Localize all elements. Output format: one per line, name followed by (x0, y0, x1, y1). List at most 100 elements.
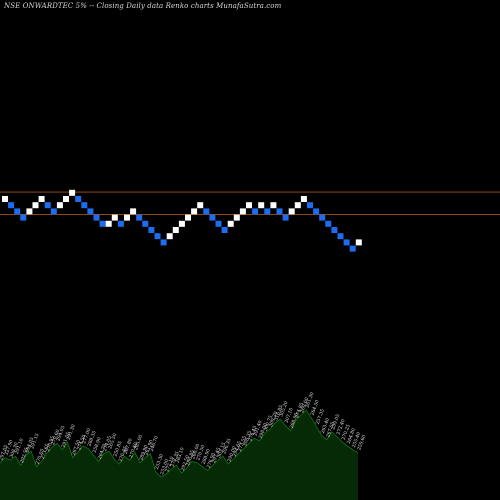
renko-brick-up (191, 208, 198, 215)
renko-brick-down (337, 233, 344, 240)
price-label: 246.70 (149, 435, 160, 452)
renko-brick-down (307, 202, 313, 209)
price-label: 294.05 (24, 436, 35, 453)
renko-brick-up (130, 208, 137, 215)
renko-brick-up (270, 202, 277, 209)
price-label: 308.30 (9, 442, 20, 459)
renko-brick-down (44, 202, 51, 209)
price-label: 298.00 (258, 422, 269, 439)
price-label: 283.10 (175, 447, 186, 464)
renko-brick-down (349, 245, 356, 252)
price-label: 268.00 (190, 443, 201, 460)
renko-brick-up (172, 227, 179, 233)
price-label: 261.30 (304, 391, 315, 408)
volume-area (0, 409, 359, 500)
renko-brick-up (239, 208, 246, 215)
renko-brick-up (258, 202, 265, 209)
price-labels: 297.05327.90308.30291.10292.55294.05291.… (0, 391, 367, 475)
renko-brick-up (111, 214, 118, 221)
price-label: 297.45 (211, 447, 222, 464)
price-label: 297.05 (0, 444, 9, 461)
renko-brick-up (227, 220, 234, 227)
price-label: 255.40 (351, 431, 362, 448)
price-label: 259.60 (356, 434, 367, 451)
price-label: 267.55 (325, 421, 336, 438)
price-label: 307.10 (284, 407, 295, 424)
renko-brick-down (331, 227, 338, 233)
price-label: 276.45 (118, 445, 129, 462)
price-label: 263.40 (320, 417, 331, 434)
renko-brick-down (50, 208, 57, 215)
renko-brick-up (197, 202, 204, 209)
price-label: 289.90 (138, 444, 149, 461)
renko-brick-up (178, 220, 185, 227)
price-label: 327.90 (3, 439, 14, 456)
price-label: 270.25 (341, 424, 352, 441)
renko-brick-up (124, 214, 130, 221)
price-label: 259.05 (330, 413, 341, 430)
renko-brick-down (264, 208, 271, 215)
price-label: 288.90 (201, 448, 212, 465)
volume-fill (0, 410, 358, 500)
price-label: 273.55 (237, 435, 248, 452)
renko-brick-down (325, 220, 332, 227)
renko-brick-down (148, 227, 155, 233)
renko-brick-down (203, 208, 210, 215)
renko-brick-up (69, 189, 76, 196)
price-label: 305.20 (278, 400, 289, 417)
renko-brick-down (20, 214, 27, 221)
price-label: 288.05 (289, 412, 300, 429)
renko-brick-down (117, 220, 124, 227)
price-label: 270.05 (35, 448, 46, 465)
renko-brick-down (160, 239, 167, 246)
price-label: 291.10 (14, 438, 25, 455)
renko-brick-down (282, 214, 289, 221)
renko-brick-up (2, 196, 8, 202)
price-label: 269.60 (299, 397, 310, 414)
price-label: 303.15 (216, 442, 227, 459)
renko-brick-down (81, 202, 88, 209)
price-label: 253.30 (154, 453, 165, 470)
price-label: 290.00 (227, 445, 238, 462)
renko-brick-up (233, 214, 240, 221)
renko-brick-down (93, 214, 100, 221)
renko-brick-up (32, 202, 39, 209)
renko-brick-up (26, 208, 33, 215)
volume-line (0, 409, 359, 478)
price-label: 272.10 (164, 456, 175, 473)
price-label: 257.35 (315, 408, 326, 425)
chart-title: NSE ONWARDTEC 5% -- Closing Daily data R… (4, 2, 282, 10)
renko-brick-up (246, 202, 252, 209)
renko-brick-down (8, 202, 15, 209)
renko-brick-up (166, 233, 173, 240)
renko-brick-down (276, 208, 283, 215)
price-label: 316.85 (273, 404, 284, 421)
price-label: 261.90 (144, 439, 155, 456)
price-label: 276.90 (206, 452, 217, 469)
price-label: 270.95 (45, 435, 56, 452)
renko-brick-down (75, 196, 82, 202)
price-label: 274.85 (294, 402, 305, 419)
renko-brick-up (105, 220, 112, 227)
renko-brick-up (300, 196, 307, 202)
price-label: 264.80 (346, 427, 357, 444)
price-label: 294.05 (55, 425, 66, 442)
price-label: 273.65 (40, 443, 51, 460)
renko-brick-down (99, 220, 106, 227)
renko-brick-down (313, 208, 320, 215)
price-label: 285.00 (133, 434, 144, 451)
price-label: 306.35 (242, 430, 253, 447)
price-label: 286.85 (185, 449, 196, 466)
price-label: 274.50 (76, 434, 87, 451)
price-label: 292.50 (180, 454, 191, 471)
renko-brick-up (56, 202, 63, 209)
price-label: 291.15 (29, 433, 40, 450)
price-label: 278.35 (169, 451, 180, 468)
price-label: 291.30 (66, 424, 77, 441)
price-label: 291.55 (61, 431, 72, 448)
renko-brick-up (38, 196, 45, 202)
renko-brick-up (63, 196, 69, 202)
renko-brick-down (209, 214, 216, 221)
renko-brick-down (14, 208, 21, 215)
price-label: 300.75 (263, 415, 274, 432)
